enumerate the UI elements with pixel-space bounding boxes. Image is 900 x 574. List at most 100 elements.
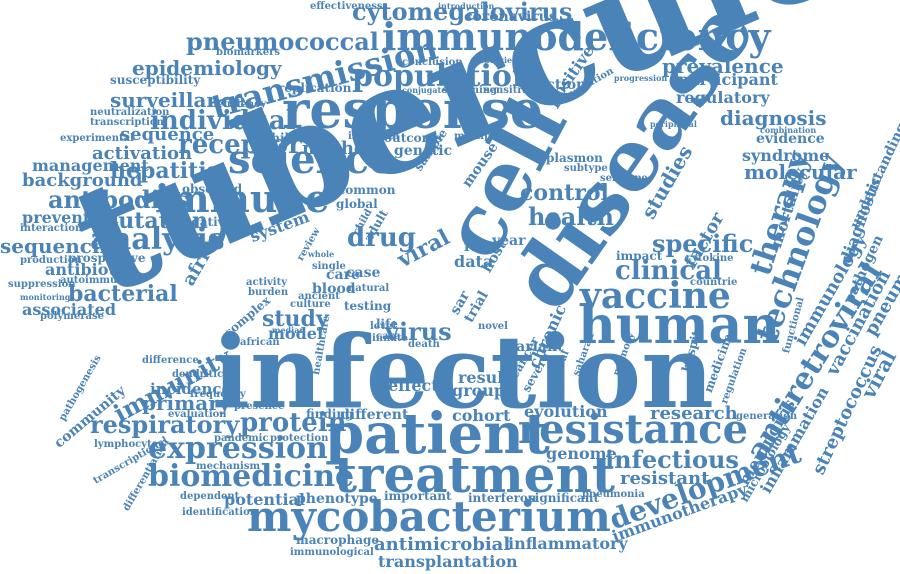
cloud-word: experimental <box>60 133 134 144</box>
cloud-word: respiratory <box>90 410 240 439</box>
cloud-word: study <box>262 306 329 332</box>
cloud-word: response <box>282 80 543 141</box>
cloud-word: negative <box>175 215 233 229</box>
cloud-word: presence <box>234 401 285 412</box>
cloud-word: potential <box>224 490 305 509</box>
cloud-word: progression <box>614 73 668 83</box>
cloud-word: antibiotic <box>45 260 132 279</box>
cloud-word: prospective <box>68 251 146 265</box>
cloud-word: peripheral <box>650 119 697 129</box>
cloud-word: method <box>302 138 379 159</box>
cloud-word: cytomegalovirus <box>352 0 573 26</box>
cloud-word: outcome <box>384 131 442 145</box>
cloud-word: science <box>228 136 395 183</box>
cloud-word: lymphocyte <box>94 439 159 450</box>
cloud-word: human <box>578 295 781 356</box>
cloud-word: control <box>520 180 609 206</box>
cloud-word: resistant <box>620 468 710 489</box>
cloud-word: introduction <box>438 1 495 11</box>
cloud-word: population <box>352 59 534 94</box>
cloud-word: subtype <box>564 163 608 174</box>
cloud-word: data <box>454 252 494 271</box>
cloud-word: antibodies <box>48 185 189 214</box>
cloud-word: patient <box>325 401 550 467</box>
cloud-word: immunodeficiency <box>382 14 771 59</box>
cloud-word: coronavirus <box>464 9 557 25</box>
cloud-word: multiple <box>454 131 502 142</box>
cloud-word: hepatitis <box>110 158 220 184</box>
cloud-word: important <box>384 489 452 503</box>
cloud-word: infection <box>212 313 714 431</box>
cloud-word: blood <box>312 281 356 297</box>
cloud-word: evidence <box>756 131 825 147</box>
cloud-word: significant <box>528 491 600 505</box>
cloud-word: conclusion <box>402 57 463 68</box>
cloud-word: management <box>32 156 149 175</box>
cloud-word: pandemic <box>214 433 269 444</box>
cloud-word: neutralization <box>90 107 170 118</box>
cloud-word: group <box>452 381 506 400</box>
cloud-word: sensitivity <box>484 85 542 96</box>
cloud-word: suppression <box>8 279 76 290</box>
cloud-word: single <box>312 261 346 272</box>
cloud-word: autoimmune <box>60 275 131 286</box>
cloud-word: pneumonia <box>582 489 645 500</box>
cloud-word: burden <box>248 287 289 298</box>
cloud-word: genetic <box>394 143 453 159</box>
cloud-word: novel <box>478 321 508 332</box>
cloud-word: african <box>240 337 280 348</box>
cloud-word: dendritic <box>172 369 224 380</box>
cloud-word: sequencing <box>0 234 129 258</box>
cloud-word: monitoring <box>20 292 71 302</box>
cloud-word: variant <box>508 339 564 355</box>
cloud-word: virus <box>385 317 452 346</box>
cloud-word: expression <box>148 431 328 466</box>
cloud-word: year <box>492 233 526 249</box>
cloud-word: strategies <box>472 55 517 65</box>
cloud-word: natural <box>348 283 390 294</box>
cloud-word: phenotype <box>296 491 378 507</box>
cloud-word: mutation <box>95 208 208 234</box>
cloud-word: clinical <box>615 256 722 286</box>
cloud-word: background <box>22 170 143 191</box>
cloud-word: generation <box>736 411 798 422</box>
cloud-word: regulatory <box>676 88 770 107</box>
cloud-word: impact <box>616 249 663 263</box>
cloud-word: activity <box>246 277 288 288</box>
cloud-word: resistance <box>518 406 749 453</box>
cloud-word: common <box>338 183 396 197</box>
cloud-word: diagnosis <box>720 106 827 130</box>
cloud-word: sequence <box>120 124 215 145</box>
cloud-word: associated <box>22 300 116 319</box>
cloud-word: case <box>346 265 381 281</box>
cloud-word: serotype <box>600 173 648 184</box>
cloud-word: effect <box>388 376 439 395</box>
cloud-word: molecular <box>744 160 857 184</box>
cloud-word: frequency <box>190 389 246 400</box>
cloud-word: polymerase <box>40 311 104 322</box>
cloud-word: dependent <box>180 491 240 502</box>
cloud-word: bacterial <box>68 281 178 307</box>
cloud-word: interaction <box>20 223 83 234</box>
cloud-word: epidemiology <box>132 56 282 80</box>
cloud-word: global <box>336 197 378 211</box>
cloud-word: difference <box>142 355 199 366</box>
cloud-word: macrophage <box>296 533 380 547</box>
cloud-word: evolution <box>524 402 608 421</box>
cloud-word: production <box>20 255 82 266</box>
cloud-word: whole <box>308 249 335 259</box>
cloud-word: syndrome <box>742 146 830 165</box>
cloud-word: protection <box>270 433 329 444</box>
cloud-word: immune <box>155 176 330 221</box>
cloud-word: risk <box>464 239 495 255</box>
cloud-word: deficiency <box>210 99 267 110</box>
cloud-word: activation <box>92 143 193 164</box>
cloud-word: health <box>528 202 614 231</box>
cloud-word: research <box>650 403 738 424</box>
cloud-word: antimicrobial <box>374 534 511 555</box>
cloud-word: observed <box>182 182 243 196</box>
cloud-word: immunological <box>290 547 374 558</box>
cloud-word: care <box>376 331 401 342</box>
cloud-word: function <box>520 77 587 93</box>
